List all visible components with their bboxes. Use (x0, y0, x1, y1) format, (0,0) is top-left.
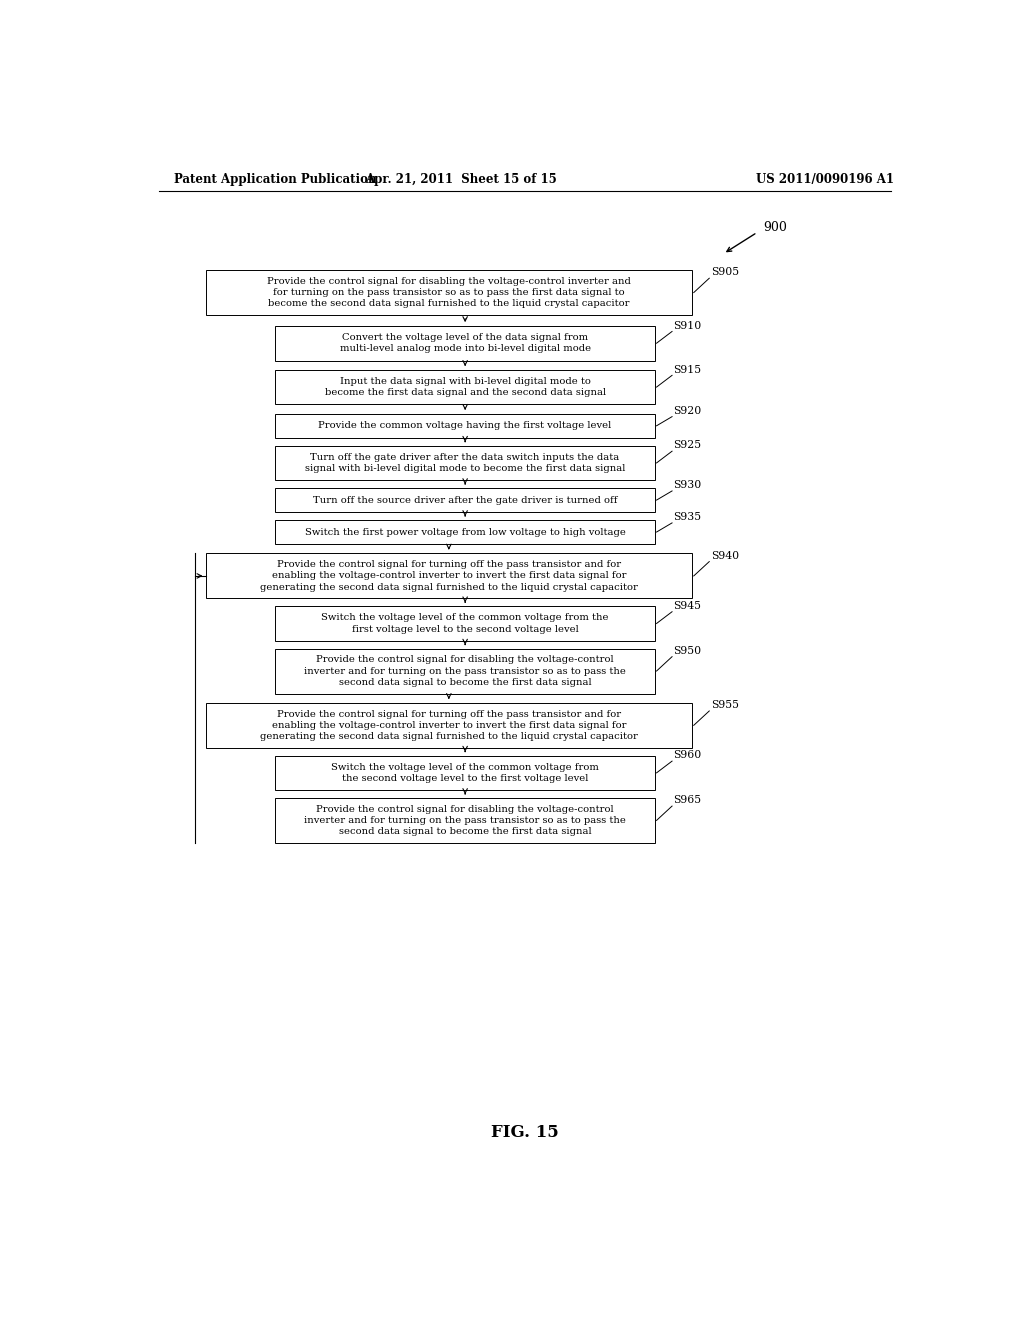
Text: Provide the control signal for turning off the pass transistor and for
enabling : Provide the control signal for turning o… (260, 560, 638, 591)
Bar (206, 702, 692, 748)
Bar (275, 488, 655, 512)
Text: S925: S925 (674, 441, 701, 450)
Bar (275, 326, 655, 360)
Text: 900: 900 (764, 222, 787, 234)
Bar (275, 520, 655, 544)
Text: FIG. 15: FIG. 15 (490, 1123, 559, 1140)
Bar (206, 553, 692, 598)
Text: US 2011/0090196 A1: US 2011/0090196 A1 (757, 173, 895, 186)
Text: Turn off the gate driver after the data switch inputs the data
signal with bi-le: Turn off the gate driver after the data … (305, 453, 626, 473)
Text: Switch the voltage level of the common voltage from the
first voltage level to t: Switch the voltage level of the common v… (322, 614, 609, 634)
Text: S905: S905 (711, 268, 739, 277)
Bar (206, 271, 692, 315)
Text: S940: S940 (711, 550, 739, 561)
Text: S910: S910 (674, 321, 701, 331)
Bar (275, 606, 655, 640)
Text: Apr. 21, 2011  Sheet 15 of 15: Apr. 21, 2011 Sheet 15 of 15 (366, 173, 557, 186)
Bar (275, 648, 655, 693)
Bar (275, 755, 655, 791)
Text: S920: S920 (674, 405, 701, 416)
Text: S965: S965 (674, 795, 701, 805)
Text: S950: S950 (674, 645, 701, 656)
Text: Provide the common voltage having the first voltage level: Provide the common voltage having the fi… (318, 421, 611, 430)
Text: S945: S945 (674, 601, 701, 611)
Text: Convert the voltage level of the data signal from
multi-level analog mode into b: Convert the voltage level of the data si… (340, 333, 591, 354)
Bar (275, 797, 655, 843)
Text: Patent Application Publication: Patent Application Publication (174, 173, 377, 186)
Bar (275, 446, 655, 480)
Text: Switch the voltage level of the common voltage from
the second voltage level to : Switch the voltage level of the common v… (331, 763, 599, 783)
Text: S960: S960 (674, 750, 701, 760)
Text: S930: S930 (674, 480, 701, 490)
Text: S935: S935 (674, 512, 701, 523)
Text: Switch the first power voltage from low voltage to high voltage: Switch the first power voltage from low … (305, 528, 626, 536)
Text: Provide the control signal for turning off the pass transistor and for
enabling : Provide the control signal for turning o… (260, 710, 638, 741)
Text: Input the data signal with bi-level digital mode to
become the first data signal: Input the data signal with bi-level digi… (325, 378, 605, 397)
Text: Provide the control signal for disabling the voltage-control
inverter and for tu: Provide the control signal for disabling… (304, 805, 626, 836)
Text: Provide the control signal for disabling the voltage-control inverter and
for tu: Provide the control signal for disabling… (267, 277, 631, 308)
Text: Provide the control signal for disabling the voltage-control
inverter and for tu: Provide the control signal for disabling… (304, 656, 626, 686)
Bar (275, 370, 655, 404)
Text: Turn off the source driver after the gate driver is turned off: Turn off the source driver after the gat… (313, 495, 617, 504)
Text: S915: S915 (674, 364, 701, 375)
Bar (275, 413, 655, 438)
Text: S955: S955 (711, 700, 738, 710)
